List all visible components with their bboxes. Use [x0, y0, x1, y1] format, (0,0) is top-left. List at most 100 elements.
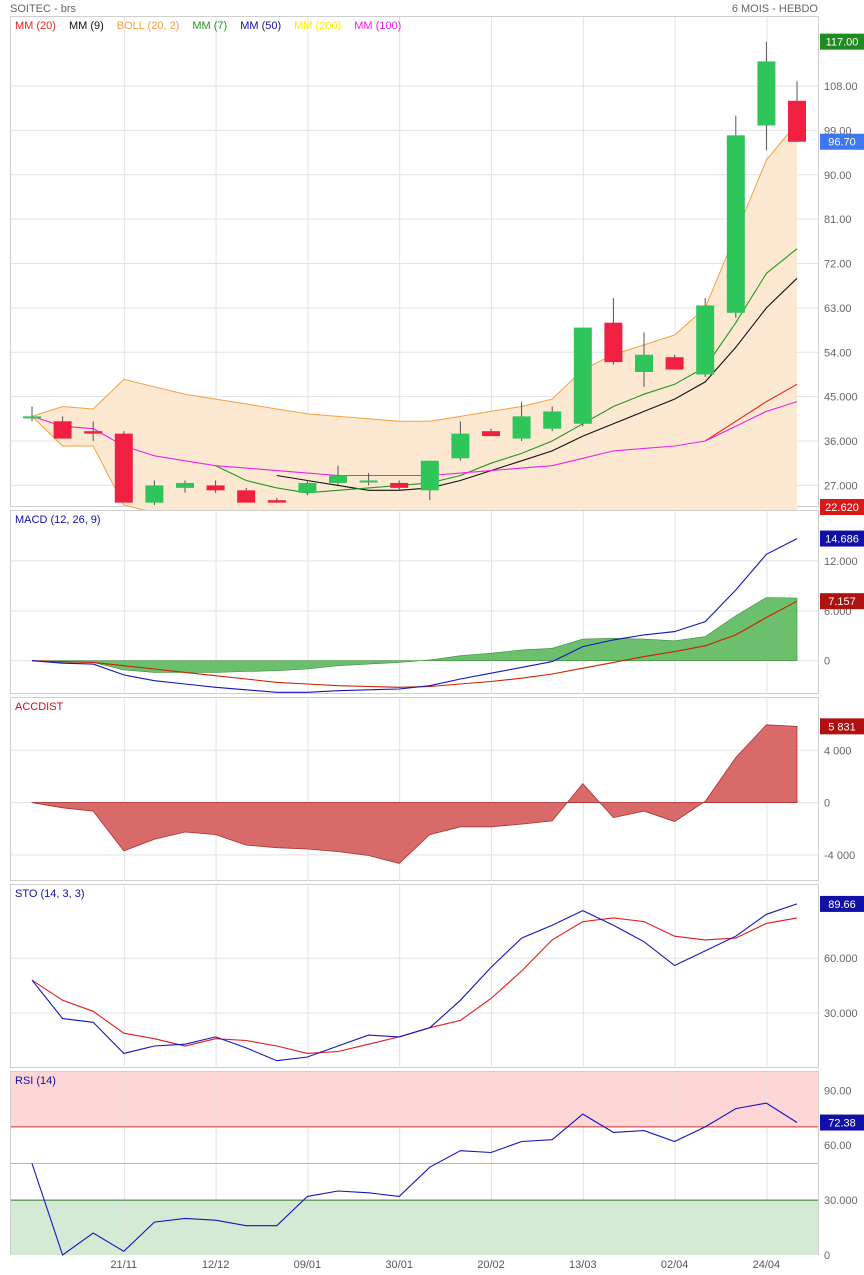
period-label[interactable]: 6 MOIS - HEBDO	[732, 3, 819, 15]
candle-up[interactable]	[329, 475, 347, 483]
candle-down[interactable]	[788, 100, 806, 142]
candle-up[interactable]	[298, 482, 317, 493]
macd-value-tag-label: 7.157	[828, 596, 856, 608]
sto-panel: STO (14, 3, 3) 60.000 30.000 89.66	[10, 884, 864, 1068]
candle-down[interactable]	[267, 500, 286, 503]
candle-up[interactable]	[696, 305, 715, 375]
candle-up[interactable]	[543, 411, 562, 429]
candle-down[interactable]	[482, 431, 500, 437]
x-axis-tick-label: 09/01	[294, 1259, 322, 1271]
candle-up[interactable]	[512, 416, 531, 439]
sto-value-tag-label: 89.66	[828, 899, 856, 911]
price-value-tag	[820, 33, 864, 50]
rsi-line	[31, 1102, 798, 1256]
candle-up[interactable]	[176, 482, 194, 488]
x-axis-tick-label: 30/01	[385, 1259, 413, 1271]
macd-tick-label: 12.000	[824, 556, 858, 568]
price-tick-label: 72.00	[824, 259, 852, 271]
candle-down[interactable]	[53, 421, 72, 439]
macd-histogram-area	[31, 597, 798, 673]
price-value-tag	[820, 133, 864, 150]
rsi-tick-label: 60.00	[824, 1140, 852, 1152]
candle-down[interactable]	[237, 490, 256, 503]
price-tick-label: 36.000	[824, 436, 858, 448]
sto-title: STO (14, 3, 3)	[15, 888, 85, 900]
candle-down[interactable]	[665, 357, 684, 370]
price-tick-label: 45.000	[824, 392, 858, 404]
legend-item: MM (9)	[69, 20, 104, 32]
price-tick-label: 81.00	[824, 214, 852, 226]
legend-item: MM (50)	[240, 20, 281, 32]
series-line-mm-9	[276, 277, 798, 491]
macd-value-tag	[820, 530, 864, 547]
price-panel: 108.0099.0090.0081.0072.0063.0054.0045.0…	[10, 16, 864, 528]
bollinger-upper-line	[31, 122, 798, 422]
price-tick-label: 63.00	[824, 303, 852, 315]
bollinger-band-fill	[32, 123, 797, 528]
sto-panel-frame	[10, 884, 819, 1068]
x-axis-tick-label: 24/04	[753, 1259, 781, 1271]
legend-item: MM (20)	[15, 20, 56, 32]
sto-value-tag	[820, 895, 864, 912]
macd-title: MACD (12, 26, 9)	[15, 514, 101, 526]
price-tick-label: 27.000	[824, 480, 858, 492]
accdist-value-tag	[820, 718, 864, 735]
accdist-panel-frame	[10, 697, 819, 881]
legend-item: MM (200)	[294, 20, 341, 32]
rsi-tick-label: 0	[824, 1250, 830, 1262]
price-tick-label: 54.00	[824, 347, 852, 359]
x-axis-tick-label: 02/04	[661, 1259, 689, 1271]
accdist-tick-label: 4 000	[824, 745, 852, 757]
instrument-title: SOITEC - brs	[10, 3, 77, 15]
x-axis-tick-label: 12/12	[202, 1259, 230, 1271]
rsi-tick-label: 90.00	[824, 1085, 852, 1097]
candle-down[interactable]	[604, 322, 623, 363]
price-value-tag	[820, 499, 864, 515]
accdist-tick-label: -4 000	[824, 850, 855, 862]
sto-tick-label: 30.000	[824, 1008, 858, 1020]
candle-up[interactable]	[359, 480, 378, 483]
candle-down[interactable]	[206, 485, 225, 491]
legend-item: MM (7)	[192, 20, 227, 32]
sto-tick-label: 60.000	[824, 953, 858, 965]
rsi-oversold-zone	[11, 1200, 818, 1255]
series-line-mm-100	[31, 401, 798, 477]
rsi-title: RSI (14)	[15, 1075, 56, 1087]
candle-up[interactable]	[573, 327, 592, 424]
macd-value-tag-label: 14.686	[825, 534, 859, 546]
macd-tick-label: 0	[824, 656, 830, 668]
x-axis-tick-label: 20/02	[477, 1259, 505, 1271]
accdist-title: ACCDIST	[15, 701, 64, 713]
legend-item: BOLL (20, 2)	[117, 20, 180, 32]
price-tick-label: 108.00	[824, 81, 858, 93]
candle-up[interactable]	[635, 354, 653, 373]
candle-down[interactable]	[390, 482, 409, 488]
accdist-tick-label: 0	[824, 798, 830, 810]
candle-up[interactable]	[451, 433, 470, 459]
rsi-panel: RSI (14) 90.00 60.00 30.000 0 72.38	[10, 1071, 864, 1262]
rsi-value-tag	[820, 1114, 864, 1131]
candle-up[interactable]	[757, 61, 776, 126]
candle-up[interactable]	[145, 485, 164, 503]
candle-down[interactable]	[114, 433, 133, 503]
accdist-area	[31, 724, 798, 864]
x-axis-tick-label: 21/11	[110, 1259, 137, 1271]
price-value-tag-label: 117.00	[826, 37, 859, 49]
x-axis-tick-label: 13/03	[569, 1259, 597, 1271]
macd-value-tag	[820, 593, 864, 610]
x-axis: 21/11 12/12 09/01 30/01 20/02 13/03 02/04 24/04	[110, 1259, 780, 1271]
macd-line	[31, 538, 798, 693]
sto-k-line	[31, 903, 798, 1062]
rsi-value-tag-label: 72.38	[828, 1118, 856, 1130]
series-line-mm-20	[704, 383, 798, 442]
candle-up[interactable]	[23, 416, 41, 419]
rsi-overbought-zone	[11, 1072, 818, 1127]
price-value-tag-label: 22.620	[825, 502, 859, 514]
candle-down[interactable]	[84, 431, 103, 434]
accdist-value-tag-label: 5 831	[828, 721, 856, 733]
rsi-tick-label: 30.000	[824, 1195, 858, 1207]
candle-up[interactable]	[726, 135, 745, 313]
candle-up[interactable]	[420, 460, 439, 491]
